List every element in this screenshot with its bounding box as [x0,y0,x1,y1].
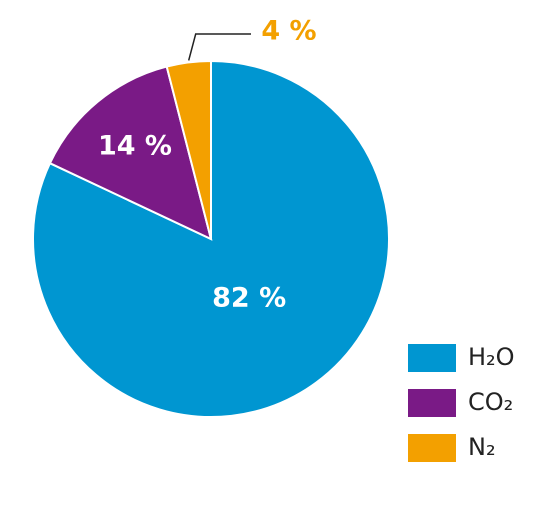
pie-slice [48,65,213,241]
legend-label: N₂ [468,433,496,461]
pie-slice [32,59,390,418]
slice-label: 82 % [212,283,286,314]
legend-swatch [408,434,456,462]
legend-swatch [408,389,456,417]
pie [32,59,390,418]
legend-label: H₂O [468,343,515,371]
legend: H₂O CO₂ N₂ [408,343,515,462]
pie-slice [165,59,212,240]
slice-label: 4 % [261,16,316,47]
slice-label: 14 % [98,131,172,162]
legend-swatch [408,344,456,372]
leader-line [187,33,251,61]
legend-label: CO₂ [468,388,513,416]
slice-labels: 82 % 14 % 4 % [98,16,317,314]
